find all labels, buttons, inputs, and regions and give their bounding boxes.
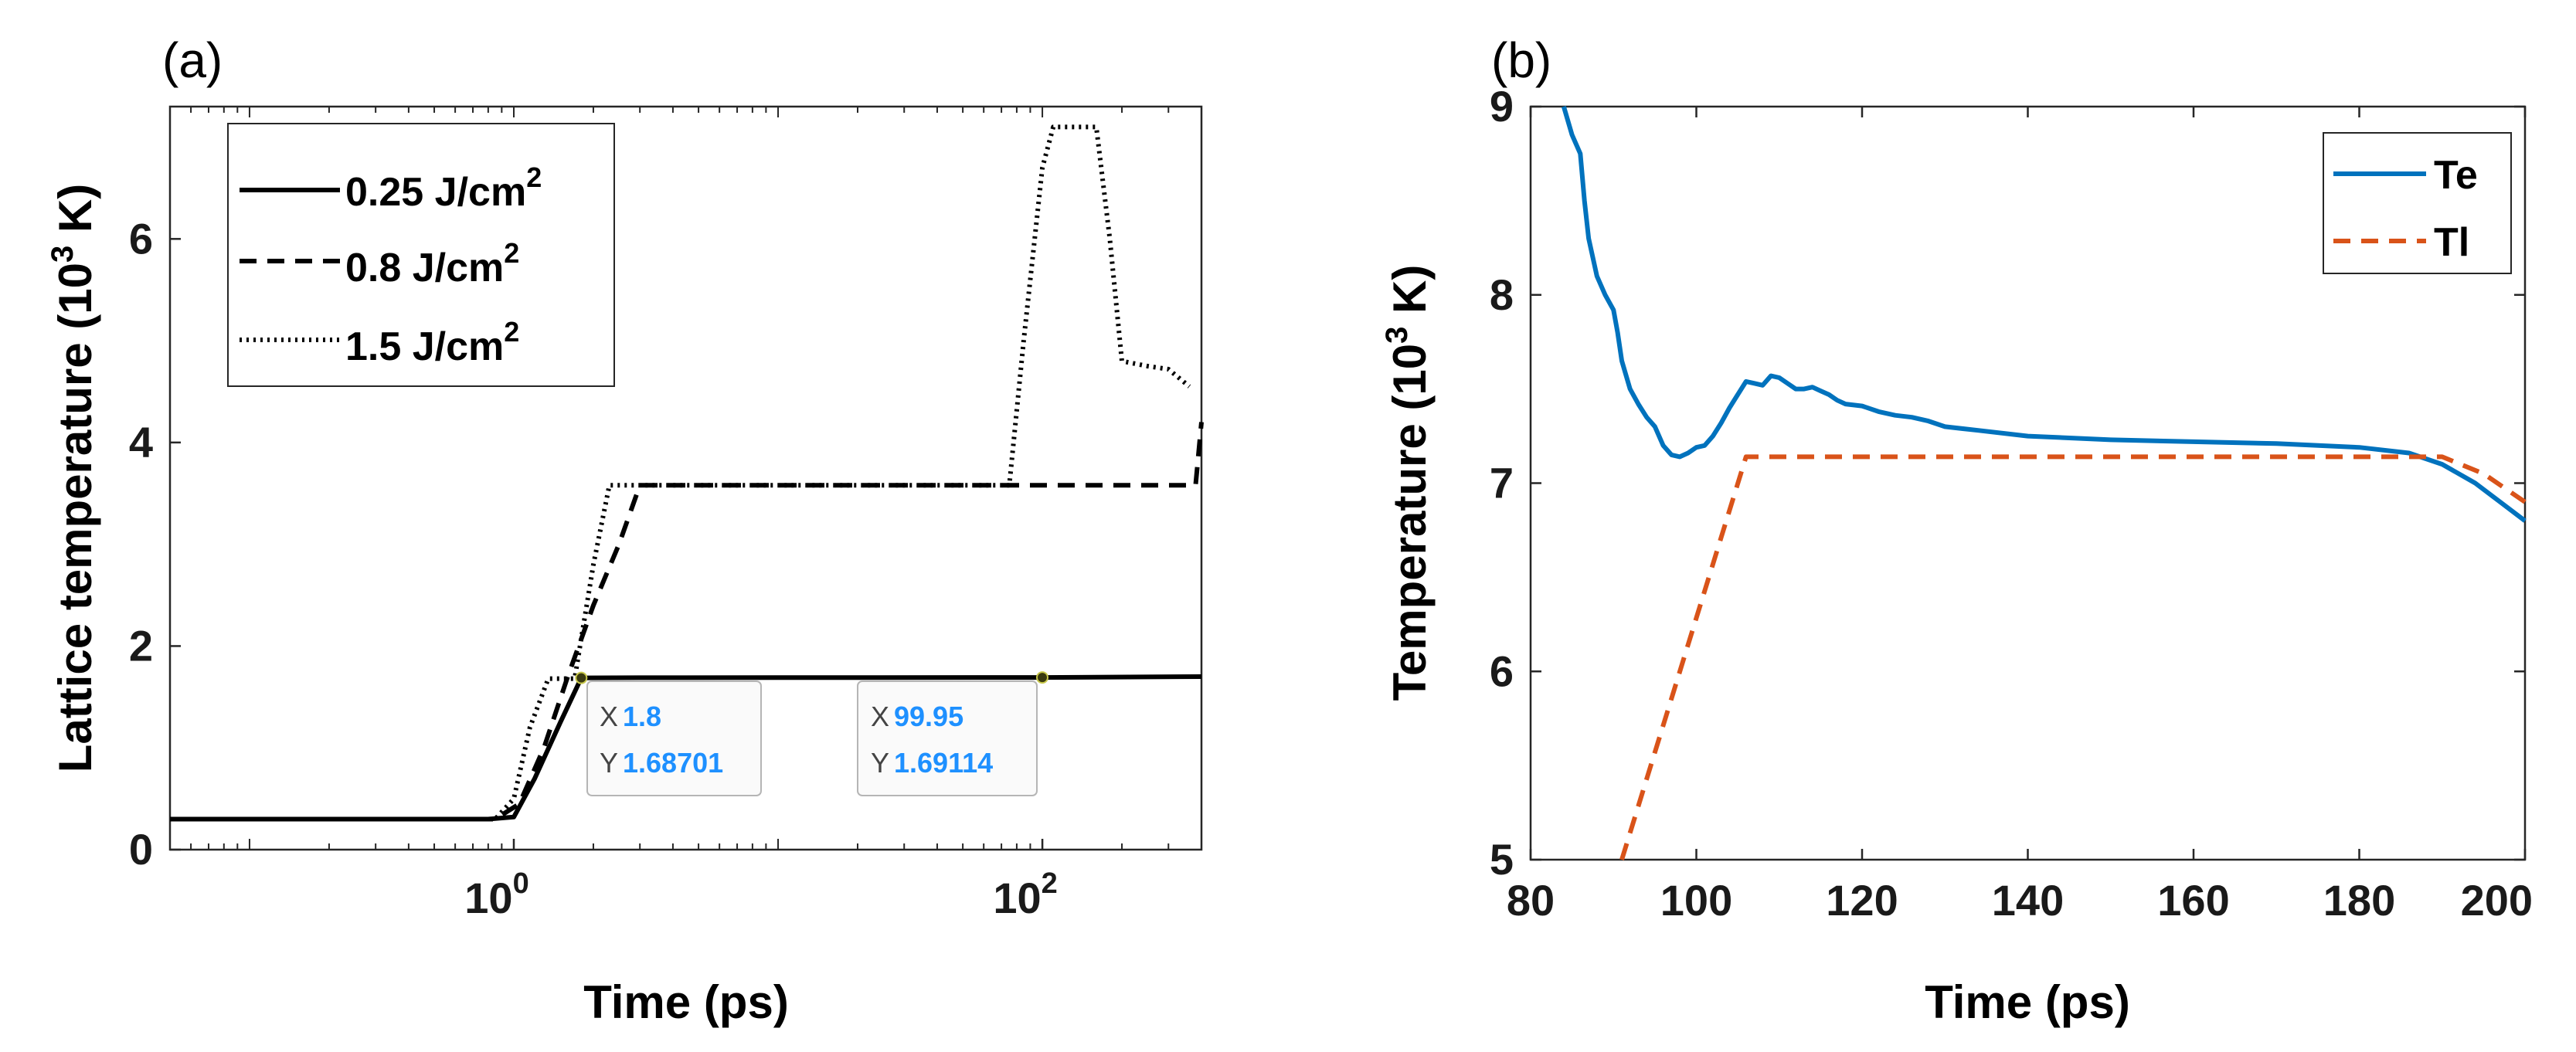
panel-b-x-tick-label: 120 <box>1826 876 1898 925</box>
panel-a-y-tick-label: 2 <box>129 621 153 670</box>
panel-a-series-solid <box>170 674 1202 822</box>
panel-a: (a) 0 2 4 6 100 102 0.25 J/cm2 0.8 J/cm2 1.5… <box>46 32 1204 1028</box>
panel-a-y-tick-label: 0 <box>129 825 153 874</box>
panel-b-y-tick-label: 6 <box>1490 646 1514 695</box>
panel-a-y-tick-label: 6 <box>129 214 153 263</box>
datatip-2-marker[interactable] <box>1035 671 1048 684</box>
panel-b-y-tick-label: 5 <box>1490 835 1514 884</box>
panel-a-x-axis-title: Time (ps) <box>583 976 789 1028</box>
panel-b-series-te <box>1562 106 2527 523</box>
panel-b-series <box>1562 106 2527 860</box>
panel-b-legend-box <box>2323 132 2512 274</box>
panel-a-y-ticks: 0 2 4 6 <box>129 214 181 874</box>
panel-b-y-axis-title: Temperature (103 K) <box>1380 265 1436 701</box>
panel-a-series <box>170 124 1204 822</box>
legend-entry-2: 0.8 J/cm2 <box>345 237 519 290</box>
datatip-1-box <box>586 680 762 796</box>
datatip-1[interactable]: X 1.8 Y 1.68701 <box>586 680 762 796</box>
panel-b-y-tick-label: 8 <box>1490 270 1514 319</box>
legend-entry-te: Te <box>2434 153 2478 198</box>
panel-b-x-tick-label: 180 <box>2323 876 2395 925</box>
legend-entry-3: 1.5 J/cm2 <box>345 316 519 369</box>
legend-entry-1: 0.25 J/cm2 <box>345 161 542 215</box>
panel-b-y-ticks: 5 6 7 8 9 <box>1490 82 2525 884</box>
legend-entry-tl: Tl <box>2434 220 2469 265</box>
panel-a-legend-box <box>227 123 615 387</box>
panel-b-label: (b) <box>1491 32 1551 88</box>
datatip-2-y-value: 1.69114 <box>894 747 993 779</box>
panel-b-x-tick-label: 100 <box>1660 876 1732 925</box>
panel-b-x-tick-label: 80 <box>1507 876 1555 925</box>
datatip-1-x-value: 1.8 <box>623 701 661 732</box>
panel-b-x-tick-label: 160 <box>2157 876 2229 925</box>
datatip-1-y-key: Y <box>600 747 618 779</box>
panel-a-x-tick-label: 102 <box>993 867 1057 922</box>
datatip-2-x-value: 99.95 <box>894 701 963 732</box>
panel-b-x-tick-label: 200 <box>2461 876 2533 925</box>
panel-b-series-tl <box>1619 454 2527 860</box>
panel-a-y-axis-title: Lattice temperature (103 K) <box>46 184 101 772</box>
panel-a-minor-ticks <box>169 107 1202 850</box>
panel-a-series-dotted <box>170 124 1191 822</box>
datatip-1-y-value: 1.68701 <box>623 747 723 779</box>
panel-b-x-tick-label: 140 <box>1992 876 2064 925</box>
datatip-1-x-key: X <box>600 701 618 732</box>
datatip-2-x-key: X <box>871 701 889 732</box>
datatip-2-box <box>857 680 1038 796</box>
panel-b-legend: Te Tl <box>2323 132 2512 274</box>
datatip-2[interactable]: X 99.95 Y 1.69114 <box>857 680 1038 796</box>
panel-a-series-dashed <box>170 422 1204 822</box>
datatip-2-y-key: Y <box>871 747 889 779</box>
panel-b: (b) 5 6 7 8 9 80 100 120 140 160 180 200 Te Tl Tim… <box>1380 32 2533 1028</box>
panel-a-y-tick-label: 4 <box>129 418 153 467</box>
panel-a-datatip-markers <box>575 671 1048 684</box>
panel-a-x-ticks: 100 102 <box>464 839 1058 922</box>
panel-b-y-tick-label: 9 <box>1490 82 1514 131</box>
datatip-1-marker[interactable] <box>575 671 588 684</box>
panel-a-label: (a) <box>162 32 223 88</box>
panel-b-x-axis-title: Time (ps) <box>1925 976 2130 1028</box>
panel-b-x-ticks: 80 100 120 140 160 180 200 <box>1507 107 2533 925</box>
panel-a-legend: 0.25 J/cm2 0.8 J/cm2 1.5 J/cm2 <box>227 123 615 387</box>
panel-a-x-tick-label: 100 <box>464 867 528 922</box>
panel-b-y-tick-label: 7 <box>1490 459 1514 507</box>
